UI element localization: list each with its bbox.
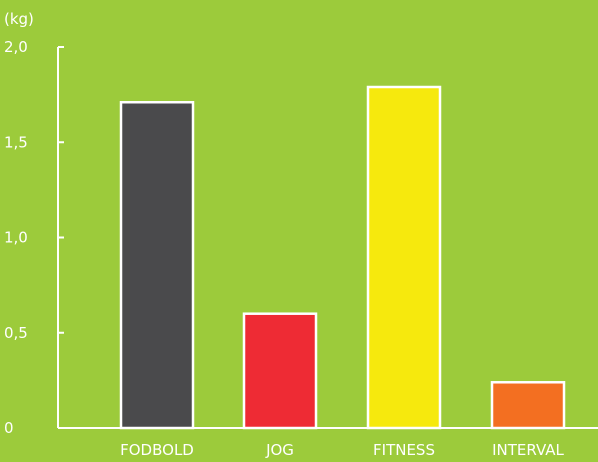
y-tick-label: 2,0 — [4, 38, 28, 56]
y-tick-label: 1,0 — [4, 229, 28, 247]
x-tick-label: FODBOLD — [120, 441, 194, 459]
y-tick-label: 1,5 — [4, 133, 28, 151]
bars — [119, 85, 566, 430]
bar-interval — [490, 381, 566, 430]
y-tick-label: 0,5 — [4, 324, 28, 342]
y-tick-label: 0 — [4, 419, 14, 437]
bar-fodbold — [119, 100, 195, 430]
bar-fitness — [366, 85, 442, 430]
category-labels: FODBOLD JOG FITNESS INTERVAL — [120, 441, 564, 459]
y-axis: 0 0,5 1,0 1,5 2,0 — [4, 38, 64, 437]
bar-jog — [242, 312, 318, 430]
x-tick-label: JOG — [265, 441, 294, 459]
y-axis-unit-label: (kg) — [4, 10, 34, 28]
x-tick-label: FITNESS — [373, 441, 435, 459]
x-tick-label: INTERVAL — [492, 441, 564, 459]
